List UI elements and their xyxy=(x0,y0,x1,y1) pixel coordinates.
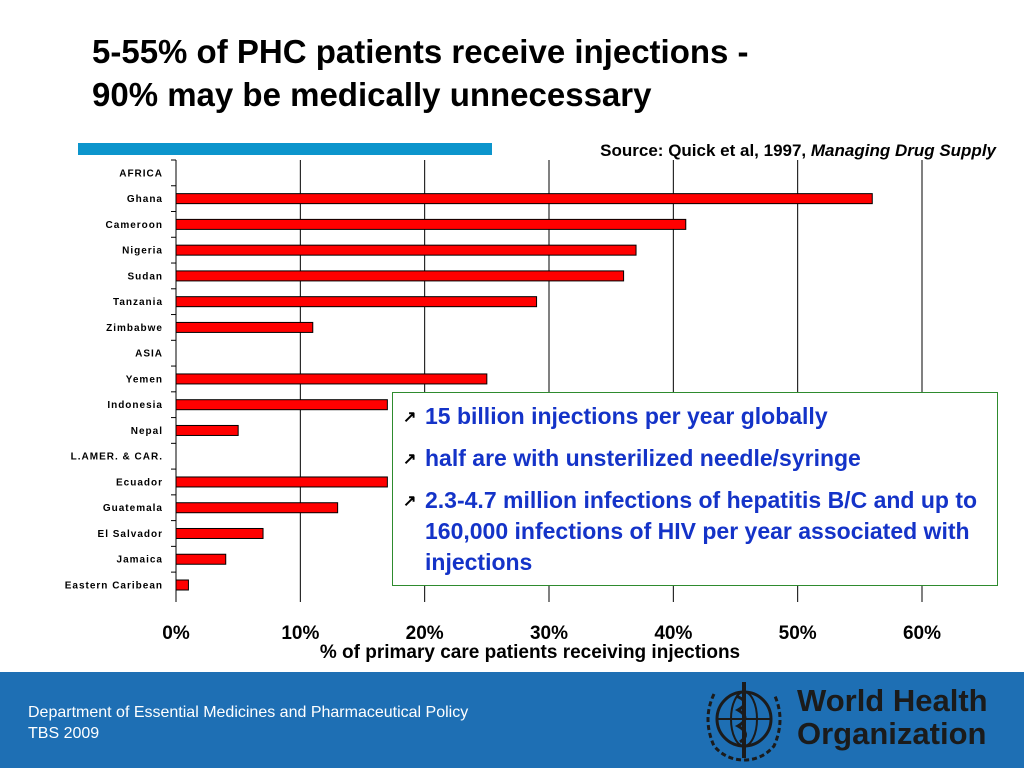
callout-bullet: ↗ 15 billion injections per year globally xyxy=(403,401,987,433)
data-bar xyxy=(175,244,637,256)
category-label: Cameroon xyxy=(106,220,163,231)
data-bar xyxy=(175,527,264,539)
footer-text: Department of Essential Medicines and Ph… xyxy=(28,702,468,744)
who-emblem-icon xyxy=(706,682,782,762)
callout-bullet: ↗ half are with unsterilized needle/syrin… xyxy=(403,443,987,475)
data-bar xyxy=(175,502,339,514)
data-bar xyxy=(175,296,538,308)
who-wordmark-line-2: Organization xyxy=(797,716,987,751)
department-name: Department of Essential Medicines and Ph… xyxy=(28,704,469,721)
title-line-1: 5-55% of PHC patients receive injections… xyxy=(92,33,749,70)
slide-title: 5-55% of PHC patients receive injections… xyxy=(92,30,992,116)
category-label: L.AMER. & CAR. xyxy=(71,452,163,463)
x-tick-label: 60% xyxy=(903,623,941,644)
footer-code: TBS 2009 xyxy=(28,725,100,742)
category-label: AFRICA xyxy=(119,168,163,179)
category-label: Eastern Caribean xyxy=(65,581,163,592)
arrow-bullet-icon: ↗ xyxy=(403,451,417,468)
arrow-bullet-icon: ↗ xyxy=(403,493,417,510)
category-label: El Salvador xyxy=(98,529,163,540)
x-tick-label: 40% xyxy=(654,623,692,644)
data-bar xyxy=(175,553,227,565)
who-wordmark-line-1: World Health xyxy=(797,683,988,718)
data-bar xyxy=(175,193,873,205)
title-line-2: 90% may be medically unnecessary xyxy=(92,76,652,113)
arrow-bullet-icon: ↗ xyxy=(403,409,417,426)
who-wordmark: World Health Organization xyxy=(797,684,988,750)
source-prefix: Source: Quick et al, 1997, xyxy=(600,141,811,160)
accent-rule xyxy=(78,143,492,155)
x-tick-label: 20% xyxy=(406,623,444,644)
x-tick-label: 0% xyxy=(162,623,190,644)
category-label: Nepal xyxy=(131,426,163,437)
callout-bullet-text: half are with unsterilized needle/syring… xyxy=(425,445,861,471)
injection-bar-chart: 0% 10% 20% 30% 40% 50% 60% AFRICA Ghana Cameroon N… xyxy=(65,159,941,644)
data-bar xyxy=(175,579,189,591)
data-bar xyxy=(175,373,488,385)
category-label: Indonesia xyxy=(107,400,163,411)
footer-band: Department of Essential Medicines and Ph… xyxy=(0,672,1024,768)
category-label: Ecuador xyxy=(116,477,163,488)
x-tick-label: 50% xyxy=(779,623,817,644)
x-axis-label: % of primary care patients receiving inj… xyxy=(319,642,741,663)
source-title: Managing Drug Supply xyxy=(810,141,996,160)
x-tick-label: 30% xyxy=(530,623,568,644)
category-label: Yemen xyxy=(126,374,163,385)
x-tick-label: 10% xyxy=(281,623,319,644)
callout-bullet: ↗ 2.3-4.7 million infections of hepatitis… xyxy=(403,485,987,578)
data-bar xyxy=(175,476,388,488)
callout-bullet-text: 15 billion injections per year globally xyxy=(425,403,828,429)
category-label: ASIA xyxy=(135,349,163,360)
category-label: Ghana xyxy=(127,194,163,205)
data-bar xyxy=(175,321,314,333)
category-label: Jamaica xyxy=(117,555,163,566)
category-label: Nigeria xyxy=(122,246,163,257)
category-label: Tanzania xyxy=(113,297,163,308)
category-label: Guatemala xyxy=(103,503,163,514)
data-bar xyxy=(175,424,239,436)
category-label: Zimbabwe xyxy=(106,323,163,334)
data-bar xyxy=(175,399,388,411)
callout-bullet-text: 2.3-4.7 million infections of hepatitis … xyxy=(425,487,978,575)
source-citation: Source: Quick et al, 1997, Managing Drug… xyxy=(600,141,996,161)
data-bar xyxy=(175,218,687,230)
category-label: Sudan xyxy=(127,271,163,282)
data-bar xyxy=(175,270,625,282)
callout-box: ↗ 15 billion injections per year globally… xyxy=(392,392,998,586)
